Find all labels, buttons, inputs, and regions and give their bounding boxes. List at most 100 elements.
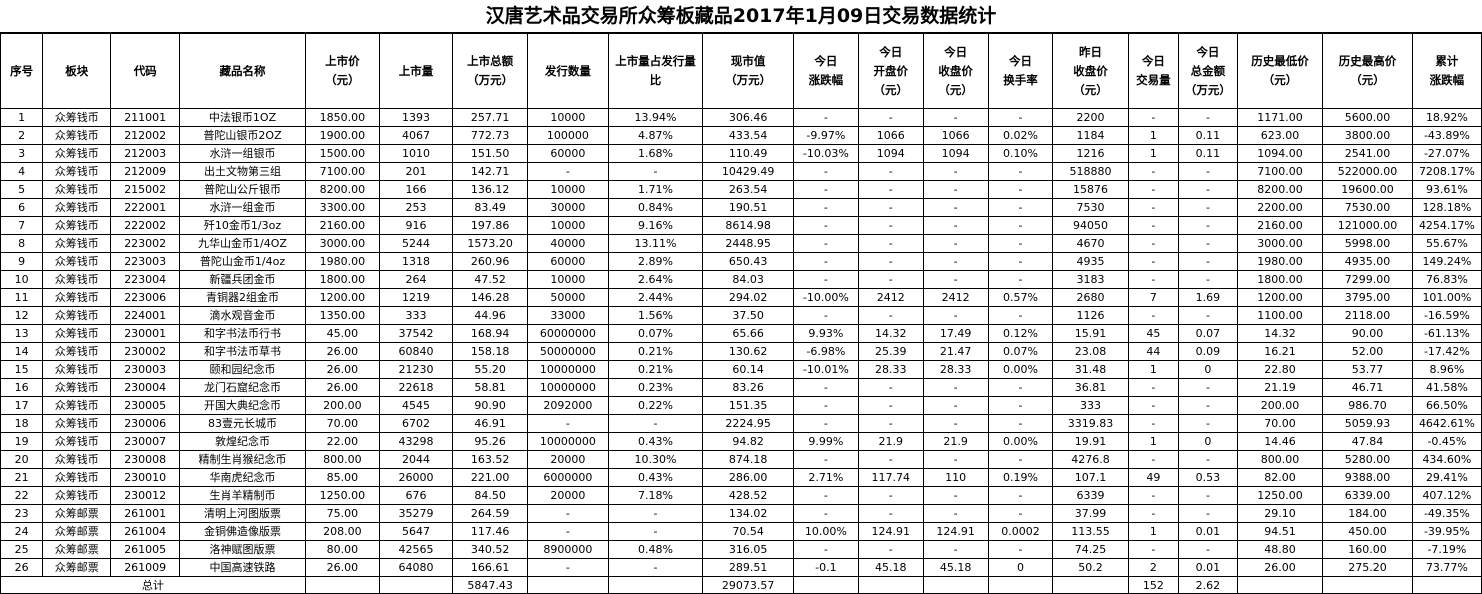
table-cell: 3795.00 [1322,288,1413,307]
table-cell: 30000 [527,198,609,217]
table-cell: - [1127,378,1180,397]
table-cell: 26.00 [304,360,380,379]
table-cell: - [607,414,704,433]
table-cell: - [987,306,1054,325]
table-cell: 8614.98 [702,216,794,235]
table-cell: 0.02% [987,126,1054,145]
total-listing-amount: 5847.43 [452,576,529,594]
table-cell: 136.12 [452,180,529,199]
column-header-line: 上市总额 [467,54,514,68]
table-cell: 306.46 [702,108,794,127]
table-cell: - [857,252,924,271]
table-cell: 230008 [110,450,181,469]
table-cell: 8 [0,234,44,253]
table-cell: 986.70 [1322,396,1413,415]
table-cell: 2118.00 [1322,306,1413,325]
table-cell: 1900.00 [304,126,380,145]
table-cell: - [1127,486,1180,505]
table-cell: 70.00 [304,414,380,433]
table-cell: 2 [0,126,44,145]
table-cell: 1850.00 [304,108,380,127]
column-header-line: 涨跌幅 [1429,73,1465,87]
column-header: 今日 收盘价 （元） [922,33,989,109]
table-cell: - [922,504,989,523]
table-cell: 0.00% [987,360,1054,379]
table-cell: 264 [378,270,454,289]
table-cell: 2541.00 [1322,144,1413,163]
table-cell: 普陀山公斤银币 [179,180,306,199]
table-cell: 83.49 [452,198,529,217]
table-cell: 开国大典纪念币 [179,396,306,415]
table-cell: - [857,306,924,325]
table-cell: 158.18 [452,342,529,361]
table-cell: 3000.00 [304,234,380,253]
table-cell: 916 [378,216,454,235]
table-cell: - [857,162,924,181]
table-cell: 众筹钱币 [42,324,112,343]
table-cell: 21 [0,468,44,487]
table-row: 2 众筹钱币 212002 普陀山银币2OZ 1900.00 4067 772.73 1000… [0,126,1482,145]
table-cell: 0.09 [1178,342,1238,361]
column-header: 代码 [110,33,181,109]
column-header-line: 今日 [879,44,903,59]
table-cell: 0 [987,558,1054,577]
table-body: 1 众筹钱币 211001 中法银币1OZ 1850.00 1393 257.71 10000… [0,108,1482,577]
table-cell: 15876 [1052,180,1129,199]
table-cell: 58.81 [452,378,529,397]
table-cell: 众筹邮票 [42,540,112,559]
table-cell: 0.00% [987,432,1054,451]
table-cell: - [1127,198,1180,217]
table-cell: 2092000 [527,396,609,415]
table-cell: 74.25 [1052,540,1129,559]
data-table: 序号 板块 代码 藏品名称 上市价 （元） 上市量 上市总额 （万元） 发行数量 上市量占发行量比现… [0,33,1482,594]
table-cell: 13 [0,324,44,343]
table-cell: 110.49 [702,144,794,163]
table-cell: - [922,378,989,397]
table-cell: 50000000 [527,342,609,361]
table-cell: - [1178,540,1238,559]
table-cell: - [857,540,924,559]
table-row: 22 众筹钱币 230012 生肖羊精制币 1250.00 676 84.50 20000 7.… [0,486,1482,505]
table-cell: 6339 [1052,486,1129,505]
table-cell: 52.00 [1322,342,1413,361]
table-cell: - [792,162,859,181]
column-header-line: 开盘价 [873,63,909,78]
table-cell: 15.91 [1052,324,1129,343]
table-cell: - [1178,504,1238,523]
column-header-line: 藏品名称 [219,63,266,78]
table-row: 24 众筹邮票 261004 金铜佛造像版票 208.00 5647 117.46- -70.… [0,522,1482,541]
table-cell: 25.39 [857,342,924,361]
table-cell: 10.00% [792,522,859,541]
table-cell: 230004 [110,378,181,397]
table-cell: 100000 [527,126,609,145]
table-cell: - [1127,414,1180,433]
table-cell: - [987,486,1054,505]
table-cell: 5059.93 [1322,414,1413,433]
table-cell: 滴水观音金币 [179,306,306,325]
table-cell: 49 [1127,468,1180,487]
column-header: 板块 [42,33,112,109]
table-cell: 2.64% [607,270,704,289]
table-cell: 7530.00 [1322,198,1413,217]
table-cell: 146.28 [452,288,529,307]
table-cell: 0.10% [987,144,1054,163]
table-cell: - [987,216,1054,235]
table-cell: 522000.00 [1322,162,1413,181]
table-cell: 众筹钱币 [42,468,112,487]
table-cell: - [792,270,859,289]
table-cell: 772.73 [452,126,529,145]
table-cell: 73.77% [1411,558,1482,577]
table-cell: 0.57% [987,288,1054,307]
table-cell: -17.42% [1411,342,1482,361]
table-cell: - [792,378,859,397]
table-cell: 众筹钱币 [42,306,112,325]
table-cell: 1 [1127,144,1180,163]
table-cell: 26.00 [304,558,380,577]
table-cell: - [857,198,924,217]
table-cell: 21.9 [857,432,924,451]
column-header-line: 今日 [944,44,968,59]
table-cell: 10000 [527,216,609,235]
table-cell: 80.00 [304,540,380,559]
table-cell: - [792,306,859,325]
table-cell: - [987,504,1054,523]
